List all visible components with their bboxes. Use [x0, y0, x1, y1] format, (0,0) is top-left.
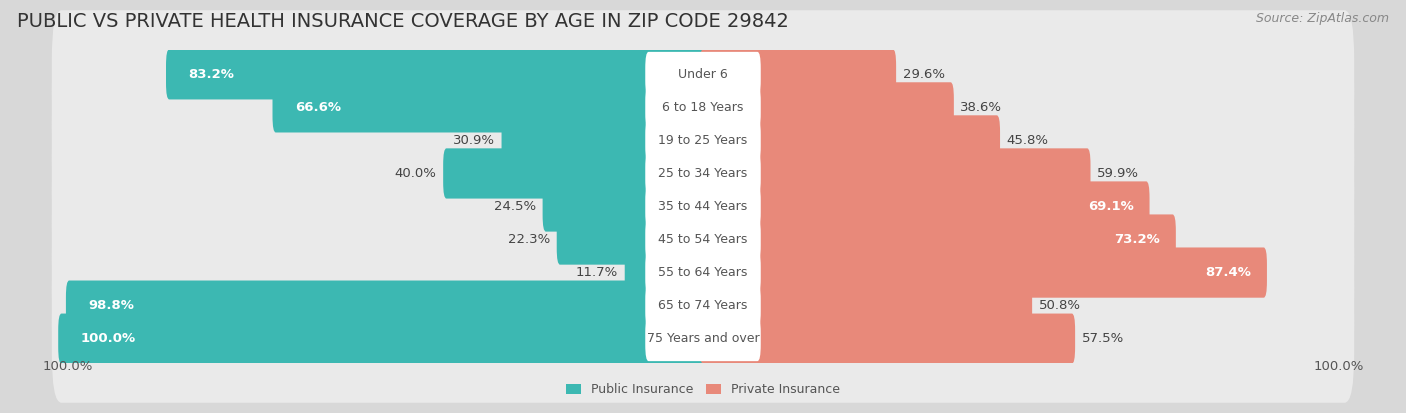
Text: 24.5%: 24.5%	[494, 200, 536, 213]
Text: 83.2%: 83.2%	[188, 68, 235, 81]
FancyBboxPatch shape	[52, 209, 1354, 337]
Text: 22.3%: 22.3%	[508, 233, 550, 246]
Text: 57.5%: 57.5%	[1081, 332, 1123, 345]
Legend: Public Insurance, Private Insurance: Public Insurance, Private Insurance	[561, 378, 845, 401]
Text: 75 Years and over: 75 Years and over	[647, 332, 759, 345]
Text: 11.7%: 11.7%	[576, 266, 619, 279]
FancyBboxPatch shape	[52, 275, 1354, 403]
Text: 30.9%: 30.9%	[453, 134, 495, 147]
Text: 19 to 25 Years: 19 to 25 Years	[658, 134, 748, 147]
FancyBboxPatch shape	[52, 76, 1354, 204]
FancyBboxPatch shape	[645, 250, 761, 295]
FancyBboxPatch shape	[645, 85, 761, 130]
Text: 55 to 64 Years: 55 to 64 Years	[658, 266, 748, 279]
Text: 45 to 54 Years: 45 to 54 Years	[658, 233, 748, 246]
FancyBboxPatch shape	[645, 118, 761, 163]
Text: 25 to 34 Years: 25 to 34 Years	[658, 167, 748, 180]
FancyBboxPatch shape	[700, 280, 1032, 331]
FancyBboxPatch shape	[443, 148, 706, 199]
FancyBboxPatch shape	[557, 214, 706, 265]
Text: 50.8%: 50.8%	[1039, 299, 1081, 312]
FancyBboxPatch shape	[645, 316, 761, 361]
Text: 65 to 74 Years: 65 to 74 Years	[658, 299, 748, 312]
FancyBboxPatch shape	[645, 151, 761, 196]
FancyBboxPatch shape	[543, 181, 706, 232]
Text: 69.1%: 69.1%	[1088, 200, 1133, 213]
Text: 35 to 44 Years: 35 to 44 Years	[658, 200, 748, 213]
Text: 29.6%: 29.6%	[903, 68, 945, 81]
FancyBboxPatch shape	[700, 247, 1267, 298]
Text: Under 6: Under 6	[678, 68, 728, 81]
FancyBboxPatch shape	[700, 49, 896, 100]
FancyBboxPatch shape	[700, 214, 1175, 265]
Text: 66.6%: 66.6%	[295, 101, 342, 114]
FancyBboxPatch shape	[645, 52, 761, 97]
Text: 87.4%: 87.4%	[1205, 266, 1251, 279]
FancyBboxPatch shape	[700, 148, 1091, 199]
Text: 38.6%: 38.6%	[960, 101, 1002, 114]
FancyBboxPatch shape	[624, 247, 706, 298]
Text: 73.2%: 73.2%	[1114, 233, 1160, 246]
FancyBboxPatch shape	[645, 217, 761, 262]
Text: PUBLIC VS PRIVATE HEALTH INSURANCE COVERAGE BY AGE IN ZIP CODE 29842: PUBLIC VS PRIVATE HEALTH INSURANCE COVER…	[17, 12, 789, 31]
FancyBboxPatch shape	[52, 176, 1354, 304]
Text: 59.9%: 59.9%	[1097, 167, 1139, 180]
FancyBboxPatch shape	[700, 313, 1076, 364]
FancyBboxPatch shape	[700, 115, 1000, 166]
Text: 40.0%: 40.0%	[395, 167, 437, 180]
Text: 100.0%: 100.0%	[80, 332, 136, 345]
FancyBboxPatch shape	[52, 142, 1354, 271]
FancyBboxPatch shape	[700, 181, 1150, 232]
FancyBboxPatch shape	[52, 10, 1354, 138]
Text: 100.0%: 100.0%	[1313, 360, 1364, 373]
FancyBboxPatch shape	[502, 115, 706, 166]
FancyBboxPatch shape	[700, 82, 953, 133]
FancyBboxPatch shape	[58, 313, 706, 364]
FancyBboxPatch shape	[645, 184, 761, 229]
Text: 100.0%: 100.0%	[42, 360, 93, 373]
FancyBboxPatch shape	[273, 82, 706, 133]
Text: 6 to 18 Years: 6 to 18 Years	[662, 101, 744, 114]
Text: 98.8%: 98.8%	[89, 299, 134, 312]
FancyBboxPatch shape	[52, 242, 1354, 370]
FancyBboxPatch shape	[52, 109, 1354, 237]
Text: Source: ZipAtlas.com: Source: ZipAtlas.com	[1256, 12, 1389, 25]
FancyBboxPatch shape	[66, 280, 706, 331]
FancyBboxPatch shape	[645, 283, 761, 328]
Text: 45.8%: 45.8%	[1007, 134, 1049, 147]
FancyBboxPatch shape	[52, 43, 1354, 171]
FancyBboxPatch shape	[166, 49, 706, 100]
